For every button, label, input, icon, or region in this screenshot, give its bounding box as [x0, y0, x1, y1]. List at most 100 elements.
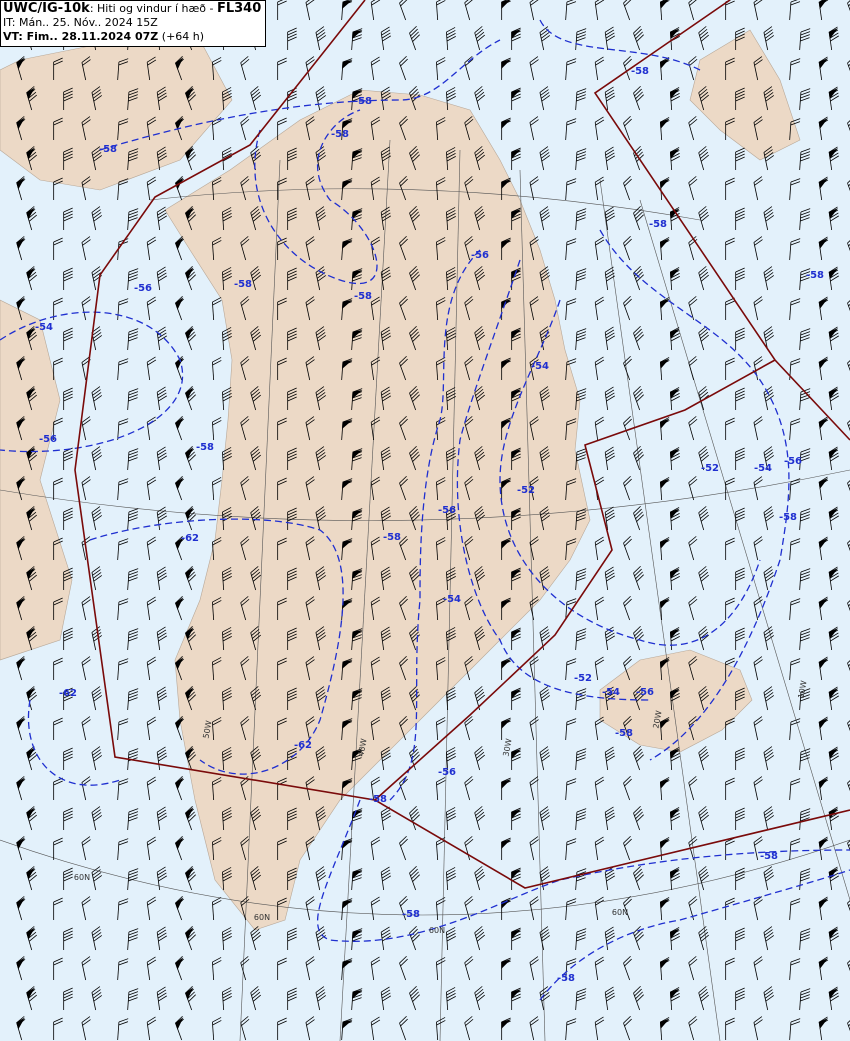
wind-barb: [565, 838, 577, 861]
parallel-60n: [0, 839, 850, 916]
wind-barb: [380, 206, 391, 231]
wind-barb: [735, 267, 745, 290]
meridian: [639, 199, 850, 901]
wind-barb: [847, 175, 850, 201]
wind-barb: [464, 716, 474, 741]
wind-barb: [799, 328, 811, 351]
isotherm: [456, 259, 651, 701]
wind-barb: [753, 236, 763, 261]
wind-barb: [633, 625, 644, 651]
wind-barb: [698, 566, 709, 591]
wind-barb: [305, 656, 315, 681]
wind-barb: [623, 535, 632, 561]
wind-barb: [91, 386, 103, 411]
wind-barb: [698, 986, 709, 1011]
wind-barb: [735, 807, 745, 830]
wind-barb: [565, 898, 577, 921]
wind-barb: [688, 536, 698, 561]
wind-barb: [409, 925, 420, 951]
wind-barb: [81, 836, 91, 861]
wind-barb: [539, 686, 551, 711]
wind-barb: [351, 568, 363, 591]
wind-barb: [16, 416, 26, 441]
wind-barb: [16, 176, 26, 201]
wind-barb: [250, 866, 261, 891]
wind-barb: [725, 837, 735, 860]
wind-barb: [688, 596, 698, 621]
wind-barb: [725, 897, 735, 920]
wind-barb: [594, 0, 605, 21]
wind-barb: [735, 987, 745, 1010]
wind-barb: [287, 507, 297, 530]
wind-barb: [539, 26, 551, 51]
wind-barb: [370, 956, 381, 981]
wind-barb: [464, 476, 474, 501]
wind-barb: [26, 626, 37, 651]
wind-barb: [117, 58, 129, 81]
wind-barb: [539, 866, 551, 891]
wind-barb: [659, 777, 670, 801]
wind-barb: [753, 836, 763, 861]
wind-barb: [16, 896, 26, 921]
isotherm-label: -52: [517, 485, 535, 496]
wind-barb: [287, 267, 297, 290]
wind-barb: [818, 0, 829, 21]
wind-barb: [63, 867, 73, 890]
wind-barb: [446, 927, 456, 951]
wind-barb: [63, 807, 73, 830]
wind-barb: [117, 898, 129, 921]
wind-barb: [146, 476, 157, 501]
wind-barb: [659, 477, 670, 501]
wind-barb: [669, 327, 680, 351]
wind-barb: [91, 866, 103, 891]
wind-barb: [212, 597, 222, 621]
isotherm-label: -58: [354, 291, 372, 302]
wind-barb: [594, 956, 605, 981]
wind-barb: [212, 777, 222, 801]
wind-barb: [53, 657, 63, 680]
wind-barb: [380, 386, 391, 411]
wind-barb: [409, 25, 420, 51]
wind-barb: [175, 775, 184, 801]
wind-barb: [380, 686, 391, 711]
wind-barb: [474, 146, 485, 171]
wind-barb: [53, 777, 63, 800]
meridian: [439, 149, 461, 1041]
wind-barb: [539, 146, 551, 171]
wind-barb: [799, 508, 811, 531]
wind-barb: [799, 868, 811, 891]
wind-barb: [409, 625, 420, 651]
wind-barb: [146, 716, 157, 741]
wind-barb: [501, 237, 511, 260]
wind-barb: [511, 567, 521, 590]
wind-barb: [53, 117, 63, 140]
wind-barb: [529, 776, 539, 801]
wind-barb: [633, 505, 644, 531]
wind-barb: [240, 356, 250, 381]
wind-barb: [698, 446, 709, 471]
wind-barb: [175, 595, 184, 621]
wind-barb: [117, 598, 129, 621]
wind-barb: [604, 386, 615, 411]
wind-barb: [735, 27, 745, 50]
wind-barb: [156, 146, 167, 171]
wind-barb: [594, 116, 605, 141]
wind-barb: [156, 206, 167, 231]
wind-barb: [436, 237, 446, 261]
wind-barb: [156, 626, 167, 651]
wind-barb: [212, 897, 222, 921]
wind-barb: [529, 0, 539, 21]
wind-barb: [735, 627, 745, 650]
wind-barb: [818, 296, 829, 321]
wind-barb: [575, 748, 587, 771]
wind-barb: [91, 206, 103, 231]
isotherm-label: -58: [99, 144, 117, 155]
wind-barb: [370, 56, 381, 81]
wind-barb: [446, 807, 456, 831]
wind-barb: [594, 776, 605, 801]
wind-barb: [529, 176, 539, 201]
flight-level: FL340: [216, 1, 262, 16]
wind-barb: [604, 146, 615, 171]
wind-barb: [380, 86, 391, 111]
